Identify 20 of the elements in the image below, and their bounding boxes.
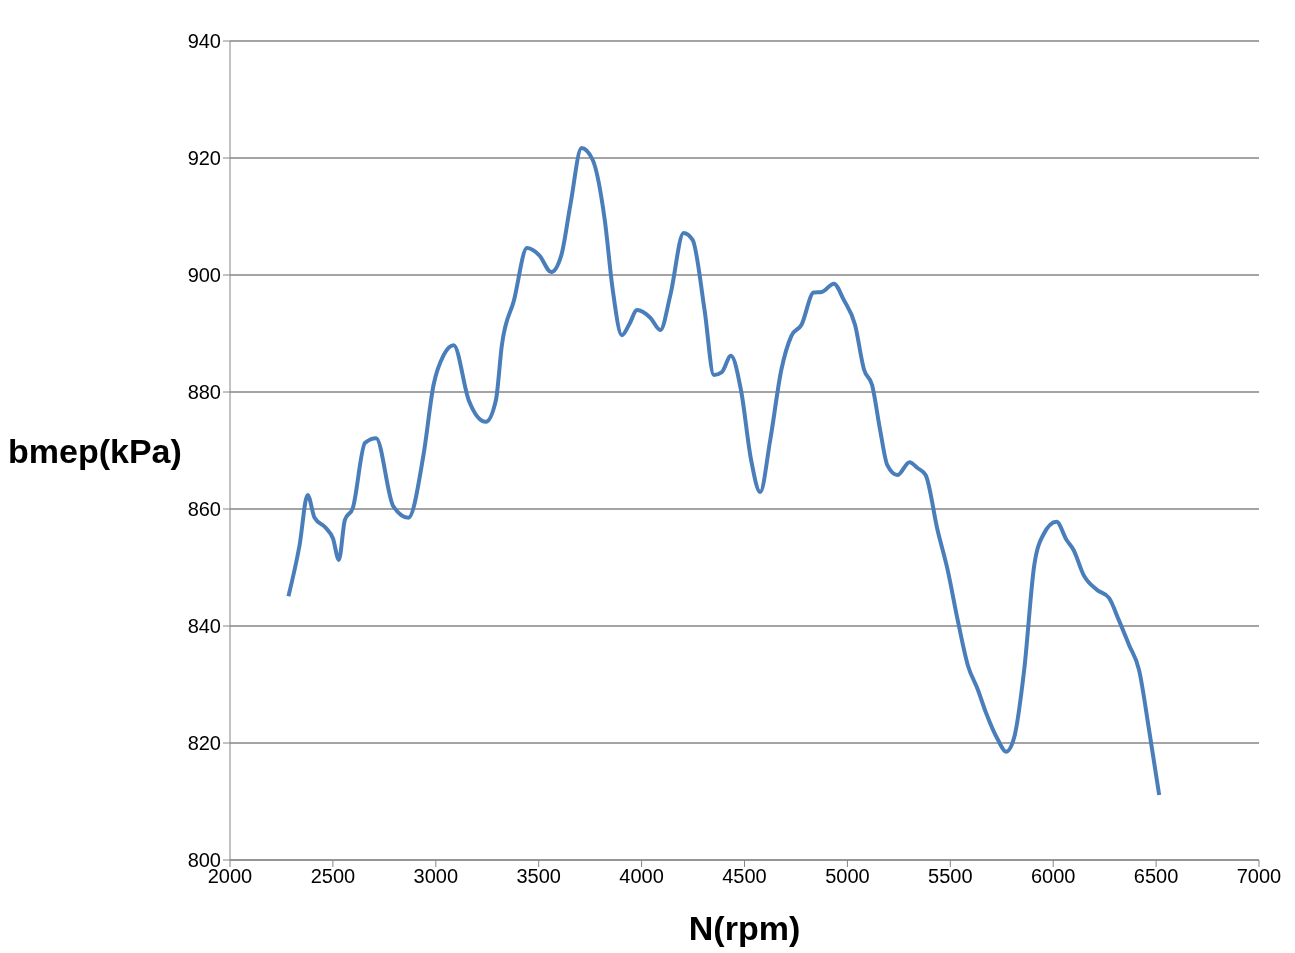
x-axis-title: N(rpm) — [688, 909, 801, 947]
x-tick-label: 3500 — [516, 865, 561, 888]
y-axis-title: bmep(kPa) — [8, 431, 182, 470]
x-tick-label: 5500 — [928, 865, 973, 888]
x-tick-label: 5000 — [825, 865, 870, 888]
x-tick-label: 6500 — [1133, 865, 1179, 888]
x-tick-label: 3000 — [413, 865, 459, 888]
x-tick-label: 7000 — [1236, 865, 1282, 888]
y-tick-label: 860 — [187, 498, 221, 521]
line-series — [286, 146, 1162, 798]
y-tick-label: 940 — [187, 30, 221, 53]
x-tick-label: 6000 — [1030, 865, 1076, 888]
y-tick-label: 900 — [187, 264, 221, 287]
y-tick-label: 840 — [187, 615, 221, 638]
y-tick-label: 880 — [187, 381, 221, 404]
x-tick-label: 2500 — [310, 865, 356, 888]
x-tick-label: 4500 — [722, 865, 767, 888]
x-tick-label: 4000 — [619, 865, 664, 888]
y-tick-label: 920 — [187, 147, 221, 170]
y-tick-label: 820 — [187, 732, 221, 755]
